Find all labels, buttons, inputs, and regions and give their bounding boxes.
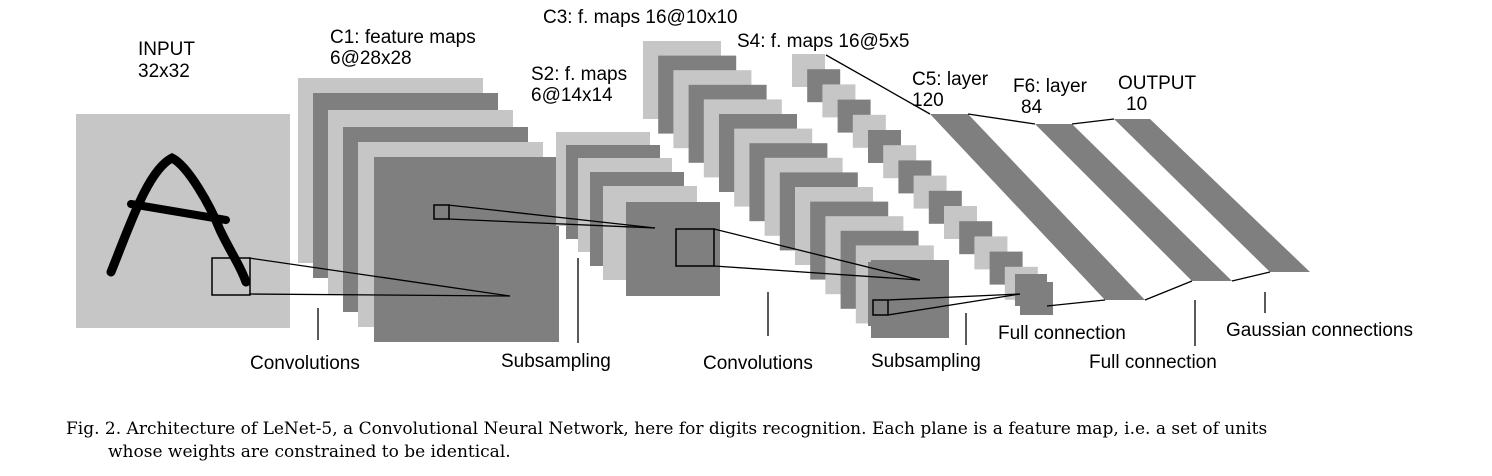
s4-last-map: [868, 262, 932, 326]
caption-line-2: whose weights are constrained to be iden…: [108, 442, 511, 462]
op-convolutions-2: Convolutions: [703, 353, 813, 374]
connection-lines: [248, 54, 1271, 346]
c5-label: C5: layer: [912, 69, 989, 90]
c1-label: C1: feature maps: [330, 27, 476, 48]
c3-label: C3: f. maps 16@10x10: [543, 7, 738, 28]
c1-feature-maps: [298, 78, 559, 342]
s2-feature-maps: [556, 132, 720, 296]
lenet-diagram: INPUT 32x32 C1: feature maps 6@28x28 S2:…: [76, 7, 1413, 374]
input-size: 32x32: [138, 61, 190, 82]
op-gaussian-connections: Gaussian connections: [1226, 320, 1413, 341]
c1-size: 6@28x28: [330, 48, 412, 69]
s2-size: 6@14x14: [531, 85, 613, 106]
op-subsampling-1: Subsampling: [501, 351, 611, 372]
c5-layer-band: [930, 114, 1145, 300]
s4-label: S4: f. maps 16@5x5: [737, 31, 909, 52]
output-size: 10: [1126, 94, 1147, 115]
c5-unit: [1015, 274, 1047, 306]
output-label: OUTPUT: [1118, 73, 1197, 94]
f6-size: 84: [1021, 97, 1043, 118]
c5-size: 120: [912, 90, 944, 111]
s2-label: S2: f. maps: [531, 64, 627, 85]
input-plane: [76, 114, 290, 328]
f6-layer-band: [1035, 124, 1232, 281]
op-full-connection-1: Full connection: [998, 323, 1126, 344]
op-convolutions-1: Convolutions: [250, 353, 360, 374]
input-label: INPUT: [138, 39, 195, 60]
f6-label: F6: layer: [1013, 76, 1088, 97]
output-layer-band: [1114, 119, 1310, 272]
op-subsampling-2: Subsampling: [871, 351, 981, 372]
figure-caption: Fig. 2. Architecture of LeNet-5, a Convo…: [66, 418, 1466, 464]
caption-line-1: Fig. 2. Architecture of LeNet-5, a Convo…: [66, 419, 1268, 439]
op-full-connection-2: Full connection: [1089, 352, 1217, 373]
